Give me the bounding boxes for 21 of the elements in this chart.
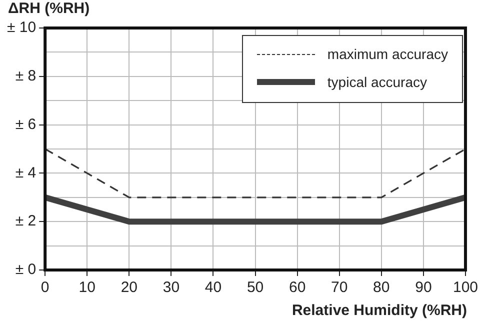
x-tick-label: 0 xyxy=(40,279,50,296)
x-tick-label: 70 xyxy=(331,279,348,296)
x-tick-label: 10 xyxy=(78,279,96,296)
x-tick-label: 50 xyxy=(246,279,264,296)
x-tick-label: 90 xyxy=(415,279,432,296)
x-tick-label: 30 xyxy=(162,279,180,296)
x-tick-label: 100 xyxy=(452,279,478,296)
y-tick-label: ± 8 xyxy=(15,68,36,85)
x-tick-label: 40 xyxy=(204,279,222,296)
y-tick-label: ± 0 xyxy=(15,261,36,278)
y-tick-label: ± 6 xyxy=(15,116,36,133)
x-tick-label: 20 xyxy=(120,279,138,296)
x-axis-title: Relative Humidity (%RH) xyxy=(292,302,467,319)
x-tick-label: 80 xyxy=(373,279,390,296)
y-axis-title: ΔRH (%RH) xyxy=(8,0,90,17)
x-tick-label: 60 xyxy=(288,279,306,296)
y-tick-label: ± 2 xyxy=(15,212,36,230)
legend-label: typical accuracy xyxy=(327,74,427,90)
y-tick-label: ± 10 xyxy=(6,19,36,36)
legend-label: maximum accuracy xyxy=(327,46,448,62)
y-tick-label: ± 4 xyxy=(15,164,36,182)
